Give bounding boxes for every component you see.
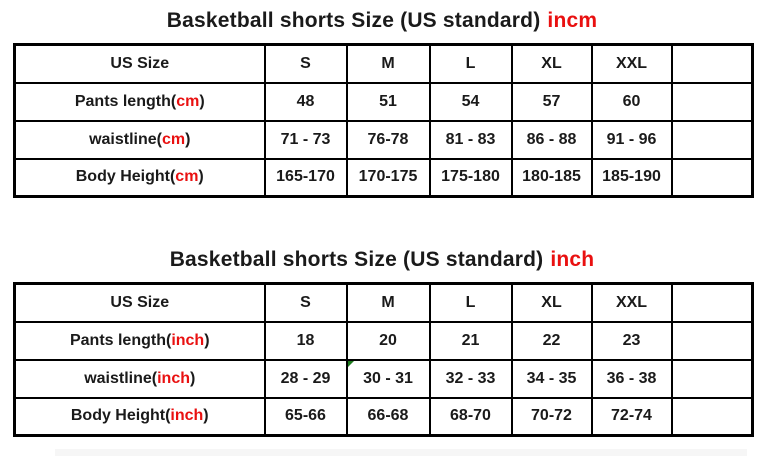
- header-size-s: S: [263, 43, 348, 84]
- table-cm-title-unit: incm: [547, 9, 598, 32]
- table-cm-title: Basketball shorts Size (US standard) incm: [13, 9, 751, 33]
- cell-value: 185-190: [590, 157, 673, 198]
- cell-value: 81 - 83: [428, 119, 513, 160]
- row-label-unit: cm: [176, 92, 200, 110]
- header-size-l: L: [428, 282, 513, 323]
- header-row: US Size S M L XL XXL: [13, 282, 754, 323]
- cell-value: 30 - 31: [345, 358, 431, 399]
- row-label-text: Body Height: [70, 407, 166, 425]
- row-label-pants-length: Pants length(inch): [13, 320, 266, 361]
- cell-empty: [670, 358, 754, 399]
- paren-open: (: [165, 331, 172, 349]
- paren-open: (: [151, 369, 158, 387]
- row-label-waistline: waistline(inch): [13, 358, 266, 399]
- waistline-row: waistline(inch) 28 - 29 30 - 31 32 - 33 …: [13, 358, 754, 399]
- cell-value: 70-72: [510, 396, 593, 437]
- cell-empty: [670, 320, 754, 361]
- cell-value: 175-180: [428, 157, 513, 198]
- cell-value: 23: [590, 320, 673, 361]
- cell-value: 32 - 33: [428, 358, 513, 399]
- row-label-unit: inch: [170, 407, 204, 425]
- paren-close: ): [203, 407, 209, 425]
- header-size-xxl: XXL: [590, 43, 673, 84]
- cell-value: 51: [345, 81, 431, 122]
- cell-value: 18: [263, 320, 348, 361]
- cell-value: 71 - 73: [263, 119, 348, 160]
- cell-value: 65-66: [263, 396, 348, 437]
- paren-open: (: [170, 92, 177, 110]
- cell-value: 36 - 38: [590, 358, 673, 399]
- header-size-xl: XL: [510, 43, 593, 84]
- cell-value: 66-68: [345, 396, 431, 437]
- paren-close: ): [199, 92, 205, 110]
- row-label-text: waistline: [89, 130, 157, 148]
- size-table-cm: US Size S M L XL XXL Pants length(cm) 48…: [13, 43, 754, 198]
- cell-value: 28 - 29: [263, 358, 348, 399]
- row-label-text: waistline: [84, 369, 152, 387]
- cell-value: 86 - 88: [510, 119, 593, 160]
- size-table-inch: US Size S M L XL XXL Pants length(inch) …: [13, 282, 754, 437]
- row-label-text: Pants length: [69, 331, 166, 349]
- header-size-xxl: XXL: [590, 282, 673, 323]
- body-height-row: Body Height(inch) 65-66 66-68 68-70 70-7…: [13, 396, 754, 437]
- cell-value: 76-78: [345, 119, 431, 160]
- row-label-unit: inch: [171, 331, 205, 349]
- cell-empty: [670, 396, 754, 437]
- cell-value: 72-74: [590, 396, 673, 437]
- cell-empty: [670, 157, 754, 198]
- table-inch-title: Basketball shorts Size (US standard) inch: [13, 248, 751, 272]
- header-size-m: M: [345, 282, 431, 323]
- row-label-text: Pants length: [74, 92, 171, 110]
- row-label-unit: inch: [157, 369, 190, 387]
- table-inch-title-unit: inch: [550, 248, 595, 271]
- table-cm-title-text: Basketball shorts Size (US standard): [166, 9, 541, 32]
- row-label-body-height: Body Height(cm): [13, 157, 266, 198]
- cell-value: 180-185: [510, 157, 593, 198]
- cell-value: 34 - 35: [510, 358, 593, 399]
- header-empty: [670, 43, 754, 84]
- paren-close: ): [185, 130, 191, 148]
- pants-length-row: Pants length(cm) 48 51 54 57 60: [13, 81, 754, 122]
- row-label-pants-length: Pants length(cm): [13, 81, 266, 122]
- cell-empty: [670, 119, 754, 160]
- table-inch-title-text: Basketball shorts Size (US standard): [169, 248, 544, 271]
- header-size-l: L: [428, 43, 513, 84]
- header-size-xl: XL: [510, 282, 593, 323]
- header-empty: [670, 282, 754, 323]
- cell-value: 54: [428, 81, 513, 122]
- pants-length-row: Pants length(inch) 18 20 21 22 23: [13, 320, 754, 361]
- row-label-text: Body Height: [75, 168, 170, 186]
- cell-value: 91 - 96: [590, 119, 673, 160]
- cell-empty: [670, 81, 754, 122]
- green-corner-indicator-icon: [347, 360, 354, 367]
- row-label-unit: cm: [161, 130, 186, 148]
- header-row: US Size S M L XL XXL: [13, 43, 754, 84]
- cell-value: 20: [345, 320, 431, 361]
- paren-close: ): [189, 369, 196, 387]
- paren-open: (: [169, 168, 176, 186]
- paren-close: ): [204, 331, 210, 349]
- cell-value: 57: [510, 81, 593, 122]
- cell-value: 60: [590, 81, 673, 122]
- cell-value: 21: [428, 320, 513, 361]
- cell-value: 170-175: [345, 157, 431, 198]
- row-label-waistline: waistline(cm): [13, 119, 266, 160]
- row-label-unit: cm: [175, 168, 199, 186]
- cell-value: 48: [263, 81, 348, 122]
- cell-value: 68-70: [428, 396, 513, 437]
- cell-value: 22: [510, 320, 593, 361]
- body-height-row: Body Height(cm) 165-170 170-175 175-180 …: [13, 157, 754, 198]
- header-us-size: US Size: [13, 282, 266, 323]
- paren-close: ): [198, 168, 204, 186]
- header-us-size: US Size: [13, 43, 266, 84]
- paren-open: (: [156, 130, 162, 148]
- header-size-s: S: [263, 282, 348, 323]
- paren-open: (: [165, 407, 171, 425]
- row-label-body-height: Body Height(inch): [13, 396, 266, 437]
- waistline-row: waistline(cm) 71 - 73 76-78 81 - 83 86 -…: [13, 119, 754, 160]
- cell-value: 165-170: [263, 157, 348, 198]
- bottom-shadow: [55, 449, 747, 456]
- header-size-m: M: [345, 43, 431, 84]
